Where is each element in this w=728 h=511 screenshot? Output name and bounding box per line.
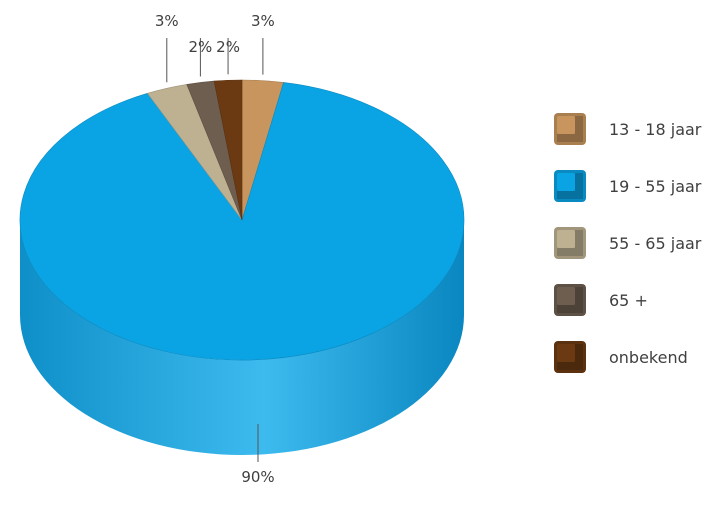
pie-slice-onbekend (213, 79, 243, 221)
data-label-onbekend: 2% (216, 38, 240, 56)
data-label-13-18-jaar: 3% (251, 12, 275, 30)
data-label-55-65-jaar: 3% (155, 12, 179, 30)
legend-item-65: 65 + (554, 284, 648, 316)
legend-label: 55 - 65 jaar (609, 234, 702, 253)
legend-item-onbekend: onbekend (554, 341, 688, 373)
legend-item-55-65-jaar: 55 - 65 jaar (554, 227, 702, 259)
legend-label: 19 - 55 jaar (609, 177, 702, 196)
data-label-19-55-jaar: 90% (241, 468, 274, 486)
pie-side (20, 220, 464, 455)
legend-item-19-55-jaar: 19 - 55 jaar (554, 170, 702, 202)
data-label-65: 2% (189, 38, 213, 56)
legend-label: onbekend (609, 348, 688, 367)
pie-side-19-55-jaar (20, 220, 464, 455)
pie-top (19, 79, 465, 361)
legend: 13 - 18 jaar 19 - 55 jaar 55 - 65 jaar 65 +… (554, 113, 702, 373)
legend-label: 13 - 18 jaar (609, 120, 702, 139)
pie-slice-19-55-jaar (19, 82, 465, 361)
legend-label: 65 + (609, 291, 648, 310)
pie-callouts: 3% 90% 3% 2% 2% (155, 12, 275, 486)
legend-item-13-18-jaar: 13 - 18 jaar (554, 113, 702, 145)
